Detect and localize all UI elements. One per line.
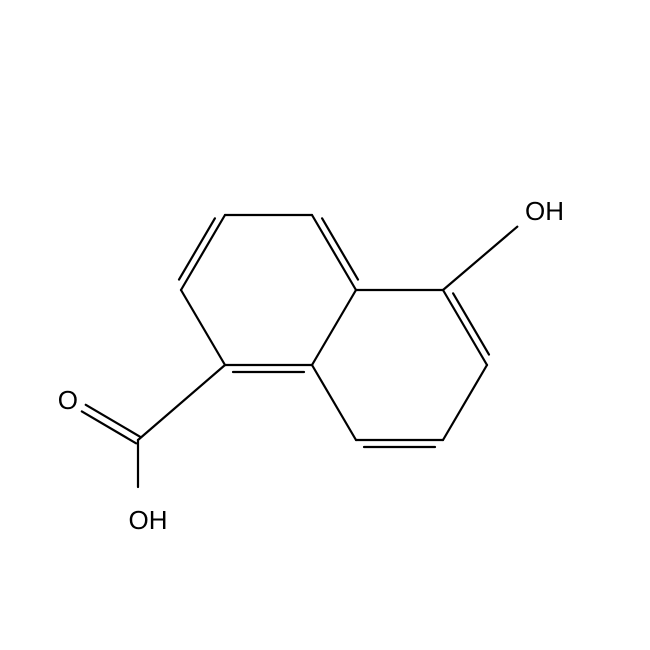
bond bbox=[181, 290, 225, 365]
bond bbox=[179, 218, 215, 279]
bond bbox=[443, 365, 487, 440]
bond bbox=[443, 290, 487, 365]
bond bbox=[312, 290, 356, 365]
bond bbox=[86, 405, 140, 437]
bond bbox=[312, 215, 356, 290]
bond bbox=[312, 365, 356, 440]
bond bbox=[181, 215, 225, 290]
bond bbox=[322, 218, 358, 279]
bond bbox=[138, 365, 225, 440]
atom-label-oH: OH bbox=[129, 505, 168, 535]
molecule-svg: O OH OH bbox=[0, 0, 650, 650]
bond bbox=[453, 293, 489, 354]
atom-label-oD: O bbox=[58, 385, 78, 415]
atom-label-oOH: OH bbox=[525, 196, 564, 226]
bond bbox=[82, 411, 136, 443]
structure-canvas: O OH OH bbox=[0, 0, 650, 650]
bond bbox=[443, 227, 517, 290]
